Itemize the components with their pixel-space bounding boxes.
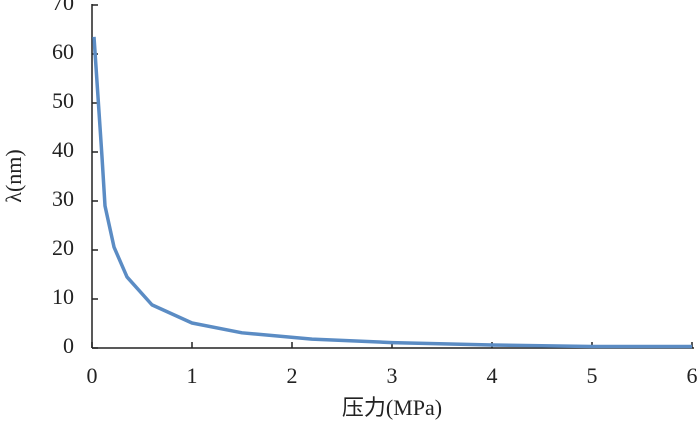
x-tick-label: 4 (487, 363, 498, 388)
y-tick-label: 0 (63, 333, 74, 358)
x-tick-label: 6 (687, 363, 698, 388)
y-tick-label: 60 (52, 39, 74, 64)
y-tick-label: 50 (52, 88, 74, 113)
y-tick-label: 10 (52, 284, 74, 309)
y-tick-label: 20 (52, 235, 74, 260)
y-axis-label: λ(nm) (1, 149, 26, 202)
x-tick-label: 0 (87, 363, 98, 388)
y-tick-label: 30 (52, 186, 74, 211)
line-series (92, 36, 692, 349)
y-tick-label: 70 (52, 0, 74, 15)
x-tick-label: 3 (387, 363, 398, 388)
x-tick-label: 2 (287, 363, 298, 388)
y-tick-label: 40 (52, 137, 74, 162)
x-tick-label: 5 (587, 363, 598, 388)
x-axis-label: 压力(MPa) (342, 395, 442, 420)
x-tick-label: 1 (187, 363, 198, 388)
